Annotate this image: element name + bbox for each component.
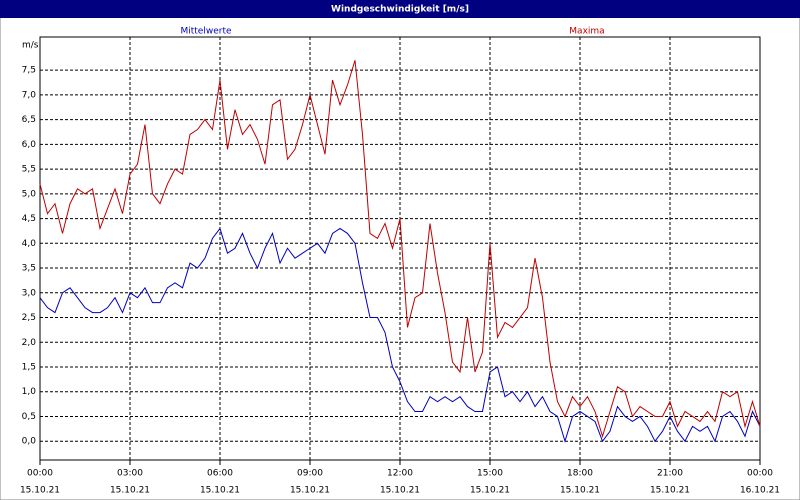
y-tick-label: 6,0: [22, 140, 37, 150]
series-line: [39, 227, 761, 443]
y-tick-label: 3,5: [22, 264, 36, 274]
y-tick-label: 1,5: [22, 362, 36, 372]
x-tick-date: 15.10.21: [110, 486, 150, 496]
series-line: [39, 60, 761, 438]
title-bar: [0, 0, 800, 18]
y-tick-label: 3,0: [22, 288, 37, 298]
x-tick-date: 15.10.21: [290, 486, 330, 496]
y-tick-label: 4,0: [22, 239, 37, 249]
x-tick-label: 18:00: [567, 469, 593, 479]
plot-frame: [39, 36, 761, 461]
x-tick-label: 00:00: [747, 469, 773, 479]
x-tick-label: 00:00: [27, 469, 53, 479]
y-tick-label: 0,5: [22, 412, 36, 422]
y-tick-label: 5,5: [22, 165, 36, 175]
x-tick-label: 21:00: [657, 469, 683, 479]
y-tick-label: 7,0: [22, 90, 37, 100]
x-tick-date: 16.10.21: [740, 486, 780, 496]
y-tick-label: 7,5: [22, 66, 36, 76]
x-tick-label: 09:00: [297, 469, 323, 479]
y-tick-label: 1,0: [22, 387, 37, 397]
chart-title: Windgeschwindigkeit [m/s]: [331, 5, 469, 15]
y-tick-label: 5,0: [22, 189, 37, 199]
y-tick-label: 4,5: [22, 214, 36, 224]
x-tick-date: 15.10.21: [560, 486, 600, 496]
x-tick-date: 15.10.21: [200, 486, 240, 496]
x-tick-date: 15.10.21: [470, 486, 510, 496]
y-tick-label: 2,5: [22, 313, 36, 323]
y-axis-label: m/s: [22, 41, 39, 51]
x-tick-label: 15:00: [477, 469, 503, 479]
x-tick-label: 12:00: [387, 469, 413, 479]
x-tick-date: 15.10.21: [380, 486, 420, 496]
x-tick-date: 15.10.21: [650, 486, 690, 496]
legend-entry: Mittelwerte: [180, 27, 231, 37]
x-tick-label: 06:00: [207, 469, 233, 479]
x-tick-date: 15.10.21: [20, 486, 60, 496]
x-tick-label: 03:00: [117, 469, 143, 479]
y-tick-label: 2,0: [22, 338, 37, 348]
y-tick-label: 6,5: [22, 115, 36, 125]
legend-entry: Maxima: [569, 27, 604, 37]
y-tick-label: 0,0: [22, 437, 37, 447]
